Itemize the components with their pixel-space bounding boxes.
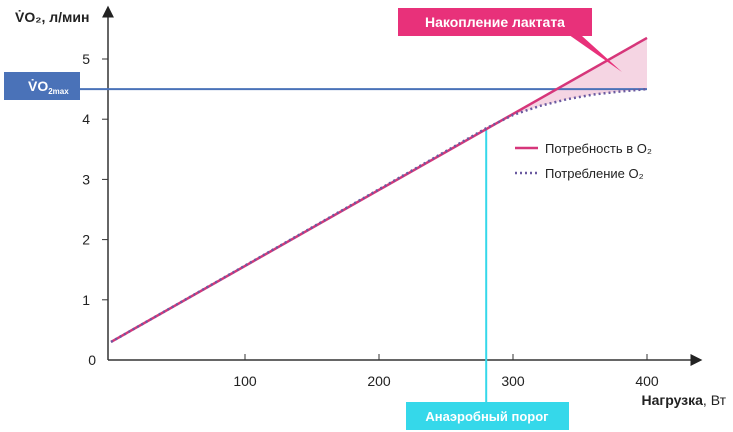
y-tick-label: 3 [82,171,90,187]
y-tick-label: 0 [88,352,96,368]
lactate-label: Накопление лактата [425,14,565,30]
threshold-label-box [406,402,569,430]
y-tick-label: 2 [82,232,90,248]
vo2max-label: V̇O2max [28,78,69,96]
x-tick-label: 300 [501,373,525,389]
lactate-callout-pointer [562,30,622,72]
vo2max-label-box [4,72,80,100]
threshold-label: Анаэробный порог [425,409,549,424]
legend-consumption-label: Потребление O₂ [545,166,644,181]
lactate-label-box [398,8,592,36]
series-consumption-line [110,87,648,344]
x-axis-label: Нагрузка, Вт [641,392,726,408]
x-tick-label: 400 [635,373,659,389]
series-demand-line [110,36,648,344]
legend: Потребность в O₂ Потребление O₂ [515,141,652,181]
y-tick-label: 1 [82,292,90,308]
y-tick-label: 4 [82,111,90,127]
y-axis-label: V̇O₂, л/мин [15,9,89,25]
legend-demand-label: Потребность в O₂ [545,141,652,156]
x-tick-label: 100 [233,373,257,389]
y-tick-label: 5 [82,51,90,67]
x-tick-label: 200 [367,373,391,389]
